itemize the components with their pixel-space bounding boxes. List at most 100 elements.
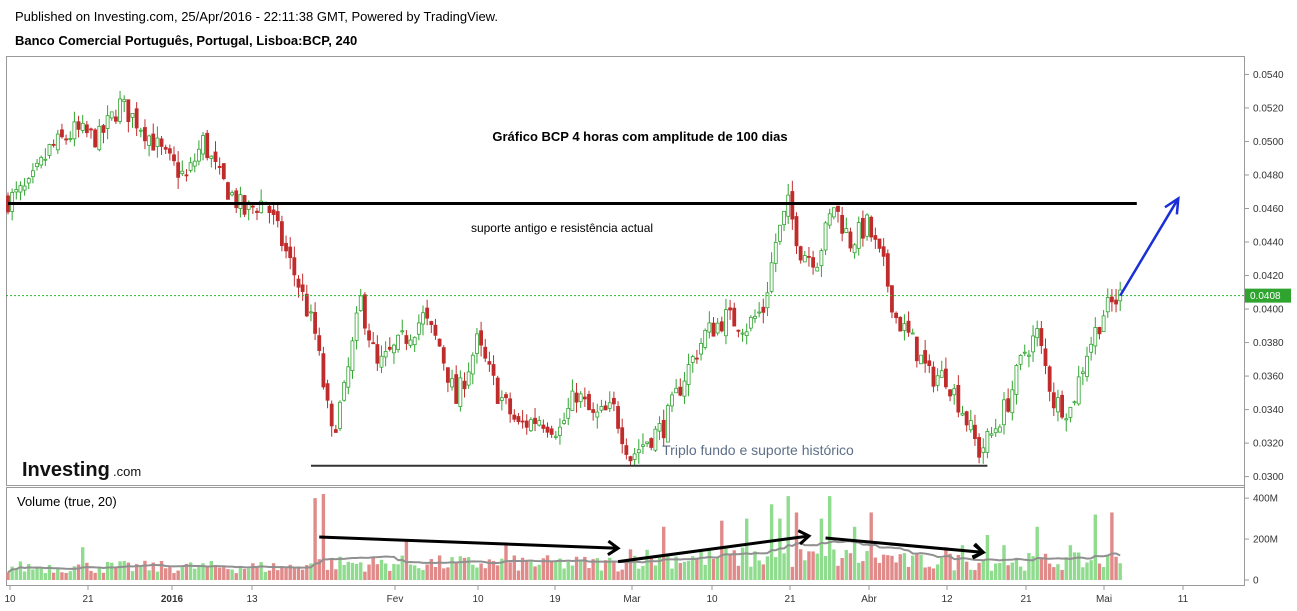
volume-bar [662, 526, 666, 580]
volume-bar [271, 563, 276, 580]
volume-bar [35, 566, 39, 580]
volume-bar [906, 566, 911, 580]
candle-body [39, 156, 44, 166]
volume-bar [525, 560, 529, 580]
candle-body [1006, 398, 1011, 412]
volume-bar [902, 553, 907, 580]
candle-body [143, 127, 147, 142]
candle-body [26, 178, 31, 184]
candle-body [753, 315, 757, 319]
candle-body [499, 397, 504, 401]
candle-body [711, 322, 716, 337]
candle-body [68, 138, 73, 140]
candle-body [47, 144, 52, 156]
volume-bar [728, 554, 732, 580]
volume-bar [1027, 552, 1031, 580]
volume-bar [134, 564, 139, 580]
candle-body [396, 334, 401, 350]
candle-body [375, 344, 380, 364]
candle-body [968, 420, 973, 431]
volume-tick-label: 0 [1253, 576, 1259, 587]
candle-body [624, 445, 629, 455]
volume-bar [251, 563, 255, 580]
volume-bar [724, 548, 728, 580]
price-tick-label: 0.0400 [1253, 305, 1284, 316]
candle-body [512, 414, 517, 420]
volume-bar [840, 558, 844, 580]
volume-bar [238, 567, 243, 580]
volume-bar [242, 568, 247, 580]
volume-bar [110, 562, 114, 580]
candle-body [259, 200, 264, 214]
candle-body [670, 394, 674, 407]
candle-body [1027, 354, 1031, 357]
volume-bar [981, 559, 985, 580]
candle-body [147, 135, 152, 146]
candle-body [636, 449, 641, 454]
candle-body [578, 393, 583, 403]
volume-bar [1039, 557, 1044, 580]
candle-body [1093, 327, 1098, 347]
candle-body [906, 320, 911, 333]
volume-bar [852, 526, 857, 580]
volume-bar [720, 520, 724, 580]
volume-bar [1093, 514, 1097, 580]
volume-bar [317, 559, 321, 580]
volume-bar [209, 560, 214, 580]
volume-bar [276, 570, 280, 580]
volume-bar [433, 566, 438, 580]
candle-body [221, 163, 226, 180]
volume-bar [39, 567, 43, 580]
time-tick-label: 2016 [161, 594, 184, 605]
candle-body [993, 428, 998, 434]
candle-body [1068, 406, 1073, 418]
volume-trend-line [617, 534, 810, 564]
volume-bar [1031, 556, 1035, 580]
candle-body [1056, 397, 1060, 413]
volume-bar [56, 567, 60, 580]
volume-bar [280, 566, 284, 580]
candle-body [387, 346, 392, 350]
volume-bar [396, 564, 400, 580]
volume-bar [1018, 566, 1023, 580]
candle-body [620, 427, 625, 445]
time-tick-label: 12 [941, 594, 953, 605]
volume-bar [300, 569, 305, 580]
candle-body [167, 148, 172, 154]
candle-body [516, 416, 521, 422]
volume-bar [935, 564, 940, 580]
candle-body [271, 209, 276, 215]
volume-bar [670, 568, 674, 580]
candle-body [674, 387, 679, 394]
candle-body [421, 312, 425, 325]
candle-body [628, 456, 633, 462]
volume-bar [707, 548, 712, 580]
volume-tick-label: 200M [1253, 535, 1278, 546]
candle-body [118, 98, 122, 122]
volume-bar [1056, 564, 1060, 580]
time-tick-label: 21 [784, 594, 796, 605]
candle-body [296, 278, 301, 288]
volume-bar [284, 568, 288, 580]
candle-body [205, 132, 210, 159]
candle-body [354, 312, 359, 341]
candle-body [76, 121, 81, 130]
volume-bar [1006, 565, 1010, 580]
volume-bar [558, 558, 562, 580]
volume-bar [533, 566, 537, 580]
candle-body [977, 437, 981, 458]
candle-body [732, 307, 737, 327]
volume-bar [624, 562, 629, 580]
candle-body [155, 137, 160, 147]
volume-bar [599, 570, 604, 580]
volume-bar [508, 562, 512, 580]
candle-body [288, 246, 293, 258]
volume-bar [442, 568, 446, 580]
volume-bar [807, 551, 811, 580]
candle-body [309, 311, 313, 314]
volume-bar [948, 553, 952, 580]
volume-bar [367, 564, 371, 580]
volume-bar [1077, 552, 1081, 580]
volume-bar [122, 560, 126, 580]
